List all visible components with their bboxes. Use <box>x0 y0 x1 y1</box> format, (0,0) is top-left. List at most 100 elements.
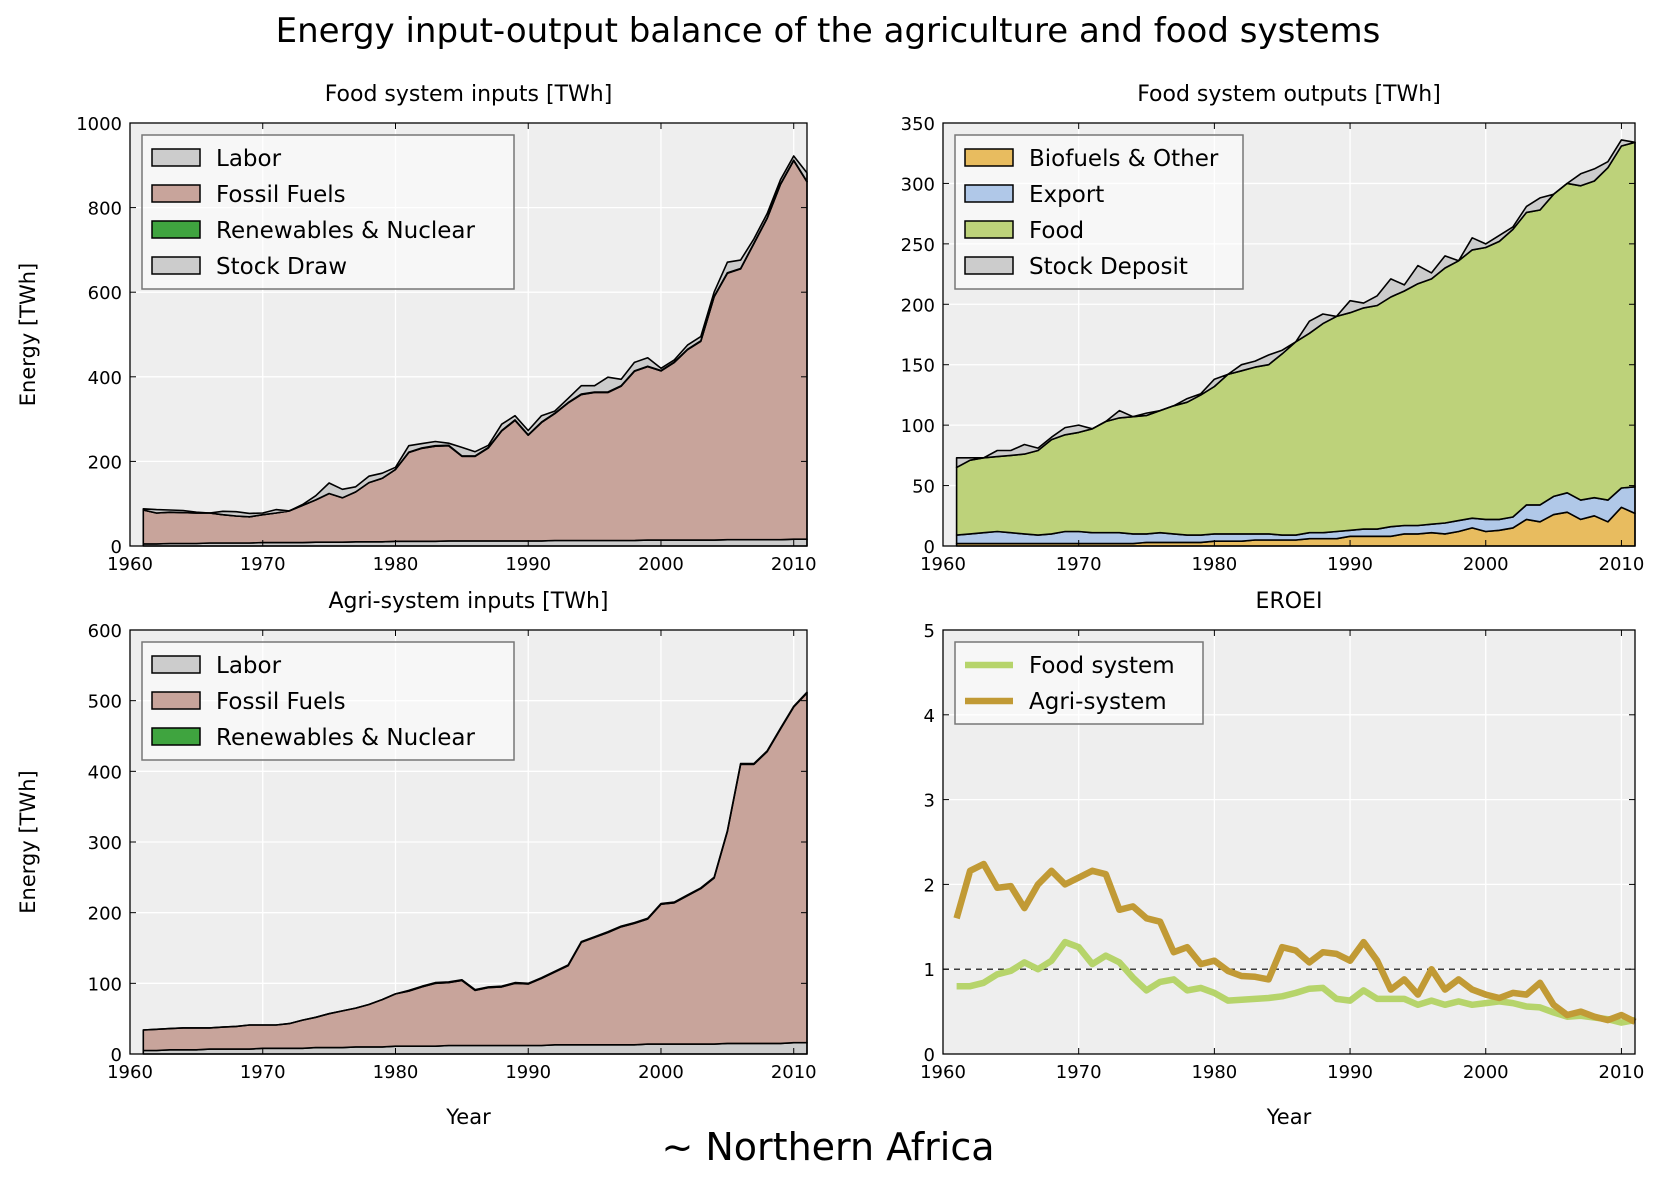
x-tick-label: 1980 <box>373 1062 419 1083</box>
x-tick-label: 1980 <box>373 554 419 575</box>
y-tick-label: 600 <box>88 621 122 642</box>
legend-box <box>954 641 1204 725</box>
y-tick-label: 200 <box>88 904 122 925</box>
chart-title: Food system inputs [TWh] <box>325 82 613 107</box>
legend-swatch <box>151 727 201 746</box>
food-outputs-chart: 1960 1970 1980 1990 2000 2010 0 50 100 150 200 250 3… <box>901 82 1645 575</box>
y-tick-label: 0 <box>924 537 935 558</box>
y-tick-label: 500 <box>88 692 122 713</box>
y-tick-label: 300 <box>901 174 935 195</box>
y-tick-label: 4 <box>924 706 935 727</box>
legend-box <box>141 134 515 290</box>
y-tick-label: 2 <box>924 875 935 896</box>
legend-box <box>141 641 515 761</box>
x-tick-label: 1960 <box>920 554 966 575</box>
legend-label: Fossil Fuels <box>216 689 346 715</box>
legend-swatch <box>964 220 1014 239</box>
y-tick-label: 0 <box>111 1045 122 1066</box>
legend: Food system Agri-system <box>954 641 1204 725</box>
y-tick-label: 5 <box>924 621 935 642</box>
x-tick-label: 1970 <box>1056 1062 1102 1083</box>
y-tick-label: 600 <box>88 283 122 304</box>
y-axis-label: Energy [TWh] <box>16 263 40 406</box>
y-tick-label: 350 <box>901 114 935 135</box>
y-tick-label: 400 <box>88 762 122 783</box>
y-tick-label: 1000 <box>76 114 122 135</box>
x-tick-label: 1990 <box>1327 1062 1373 1083</box>
figure-subtitle: ~ Northern Africa <box>661 1125 994 1169</box>
x-tick-label: 2010 <box>1599 1062 1645 1083</box>
x-tick-label: 2000 <box>1463 1062 1509 1083</box>
legend-label: Biofuels & Other <box>1029 146 1219 172</box>
legend-swatch <box>964 184 1014 203</box>
legend-swatch <box>151 220 201 239</box>
y-tick-label: 1 <box>924 960 935 981</box>
legend-label: Export <box>1029 182 1104 208</box>
y-tick-label: 200 <box>88 452 122 473</box>
x-tick-label: 1980 <box>1191 554 1237 575</box>
legend-label: Stock Deposit <box>1029 254 1188 280</box>
y-tick-label: 100 <box>88 974 122 995</box>
x-tick-label: 2010 <box>1599 554 1645 575</box>
y-tick-label: 3 <box>924 791 935 812</box>
legend-swatch <box>964 148 1014 167</box>
legend-swatch <box>151 691 201 710</box>
area-stock-deposit <box>955 139 1636 469</box>
legend: Biofuels & Other Export Food Stock Deposit <box>954 134 1244 290</box>
chart-title: EROEI <box>1256 589 1323 614</box>
x-tick-label: 1980 <box>1191 1062 1237 1083</box>
y-tick-label: 0 <box>111 537 122 558</box>
x-tick-label: 1970 <box>240 554 286 575</box>
legend-label: Fossil Fuels <box>216 182 346 208</box>
x-axis-label: Year <box>445 1105 491 1129</box>
legend-swatch <box>151 148 201 167</box>
figure-title: Energy input-output balance of the agric… <box>276 11 1381 51</box>
x-tick-label: 2000 <box>638 554 684 575</box>
legend-label: Agri-system <box>1029 689 1167 715</box>
y-tick-label: 800 <box>88 199 122 220</box>
chart-title: Agri-system inputs [TWh] <box>329 589 609 614</box>
legend-label: Renewables & Nuclear <box>216 725 475 751</box>
x-tick-label: 1960 <box>107 554 153 575</box>
x-tick-label: 1990 <box>505 1062 551 1083</box>
x-tick-label: 1970 <box>1056 554 1102 575</box>
plot-frame <box>942 629 1636 1055</box>
legend: Labor Fossil Fuels Renewables & Nuclear <box>141 641 515 761</box>
plot-frame <box>942 122 1636 547</box>
x-tick-label: 1990 <box>505 554 551 575</box>
legend: Labor Fossil Fuels Renewables & Nuclear Sto… <box>141 134 515 290</box>
food-inputs-chart: 1960 1970 1980 1990 2000 2010 0 200 400 600 800 100… <box>16 82 817 575</box>
y-tick-label: 200 <box>901 295 935 316</box>
legend-swatch <box>964 256 1014 275</box>
x-tick-label: 1960 <box>107 1062 153 1083</box>
agri-inputs-chart: 1960 1970 1980 1990 2000 2010 0 100 200 300 400 500… <box>16 589 817 1129</box>
chart-title: Food system outputs [TWh] <box>1137 82 1441 107</box>
legend-swatch <box>151 256 201 275</box>
y-tick-label: 100 <box>901 416 935 437</box>
x-tick-label: 2000 <box>638 1062 684 1083</box>
legend-label: Labor <box>216 146 282 172</box>
y-tick-label: 400 <box>88 368 122 389</box>
legend-label: Renewables & Nuclear <box>216 218 475 244</box>
x-tick-label: 1960 <box>920 1062 966 1083</box>
x-tick-label: 1990 <box>1327 554 1373 575</box>
x-tick-label: 2010 <box>771 1062 817 1083</box>
y-axis-label: Energy [TWh] <box>16 770 40 913</box>
y-tick-label: 50 <box>912 477 935 498</box>
y-tick-label: 300 <box>88 833 122 854</box>
line-food-system <box>956 938 1636 1026</box>
x-tick-label: 2010 <box>771 554 817 575</box>
legend-label: Food system <box>1029 653 1175 679</box>
x-tick-label: 1970 <box>240 1062 286 1083</box>
y-tick-label: 0 <box>924 1045 935 1066</box>
plot-frame <box>129 122 808 547</box>
line-agri-system <box>953 860 1637 1025</box>
legend-swatch <box>151 655 201 674</box>
legend-swatch <box>151 184 201 203</box>
legend-label: Labor <box>216 653 282 679</box>
legend-label: Stock Draw <box>216 254 347 280</box>
y-tick-label: 250 <box>901 235 935 256</box>
eroei-chart: 1960 1970 1980 1990 2000 2010 0 1 2 3 4 5 EROEI Year F… <box>920 589 1644 1129</box>
x-tick-label: 2000 <box>1463 554 1509 575</box>
